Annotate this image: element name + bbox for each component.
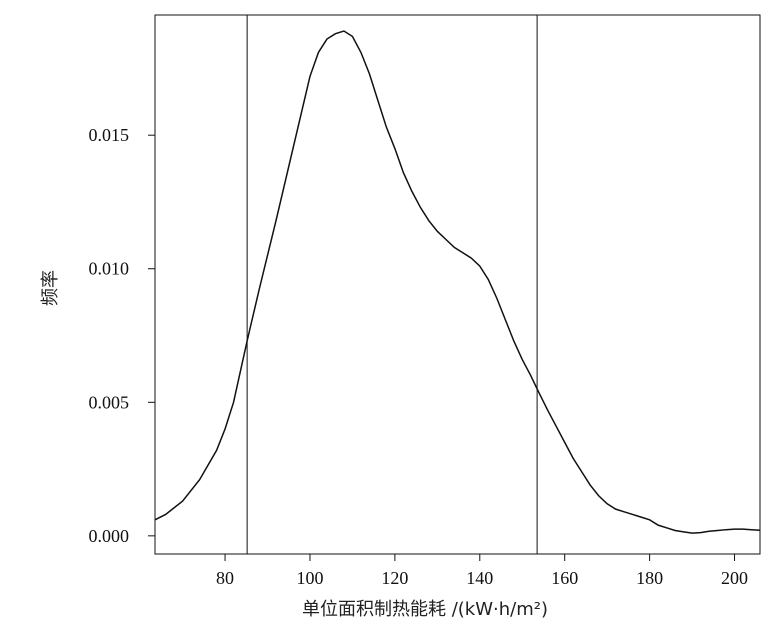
series-line [154,30,761,534]
y-tick-label: 0.010 [89,259,130,279]
x-tick-label: 120 [381,568,408,588]
x-tick-label: 160 [551,568,578,588]
plot-frame [154,14,761,555]
y-tick-label: 0.005 [89,392,130,412]
x-tick-label: 100 [296,568,323,588]
x-tick-label: 140 [466,568,493,588]
y-axis-title: 频率 [40,270,61,306]
y-tick-label: 0.000 [89,526,130,546]
x-tick-label: 80 [216,568,234,588]
y-tick-label: 0.015 [89,125,130,145]
x-tick-label: 200 [721,568,748,588]
x-axis-title: 单位面积制热能耗 /(kW·h/m²) [302,599,548,620]
x-tick-label: 180 [636,568,663,588]
